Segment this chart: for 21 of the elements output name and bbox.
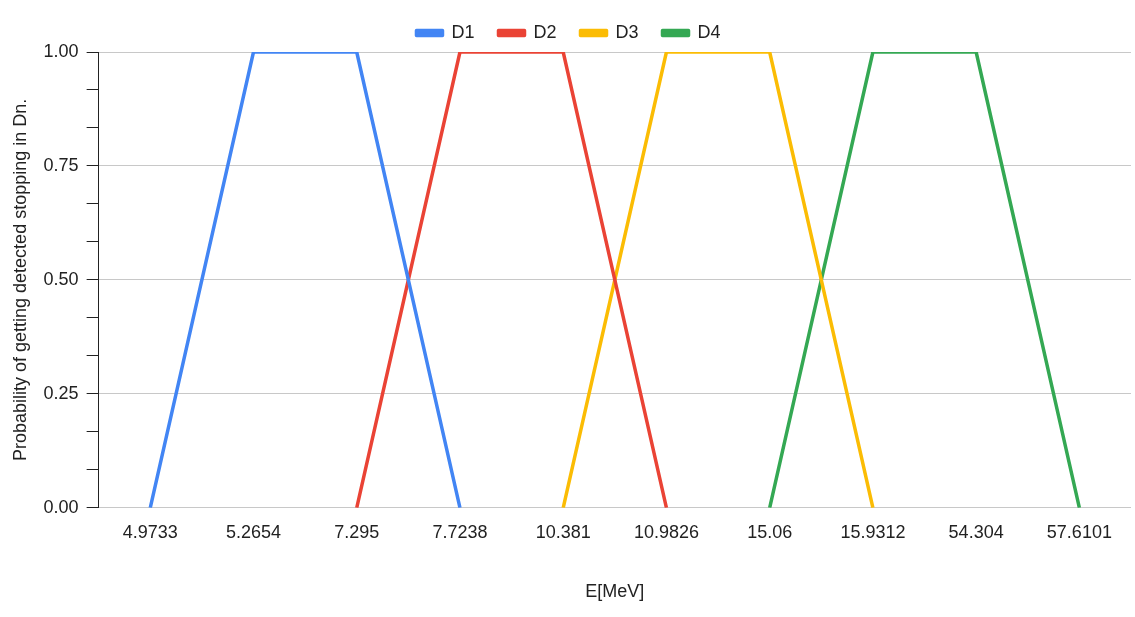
x-axis-title: E[MeV] [585,581,645,602]
legend-label: D3 [615,21,639,42]
y-tick-label: 1.00 [43,40,79,61]
y-tick-label: 0.50 [43,268,79,289]
x-tick-label: 7.7238 [432,521,488,542]
x-tick-label: 15.9312 [840,521,906,542]
x-tick-label: 5.2654 [225,521,282,542]
x-tick-label: 10.9826 [633,521,699,542]
legend-label: D2 [533,21,557,42]
x-tick-label: 4.9733 [122,521,178,542]
legend-label: D1 [451,21,475,42]
x-tick-label: 7.295 [334,521,380,542]
x-tick-label: 10.381 [535,521,591,542]
y-tick-label: 0.00 [43,496,79,517]
x-tick-label: 57.6101 [1046,521,1112,542]
x-tick-label: 15.06 [747,521,793,542]
y-axis-title: Probability of getting detected stopping in Dn. [9,98,30,462]
y-tick-label: 0.25 [43,382,79,403]
x-tick-label: 54.304 [948,521,1004,542]
y-tick-label: 0.75 [43,154,79,175]
legend-label: D4 [697,21,721,42]
